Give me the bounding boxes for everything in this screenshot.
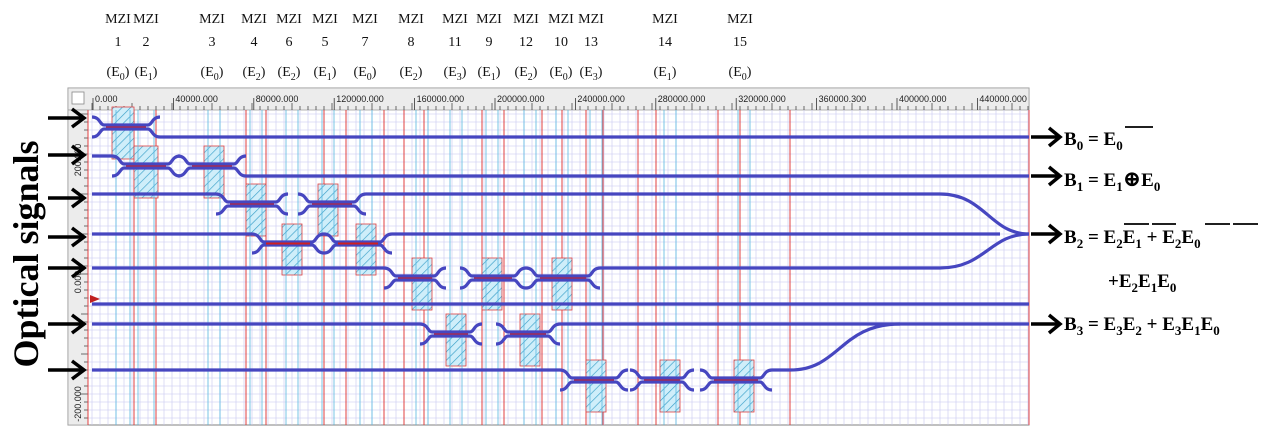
electrode-block <box>204 146 224 198</box>
mzi-control-signal: (E3) <box>580 65 603 83</box>
mzi-label-7: MZI 7 (E0) <box>352 12 378 83</box>
output-arrows <box>1031 128 1060 333</box>
output-b0: B0 = E0 <box>1064 129 1123 153</box>
mzi-number: 7 <box>362 35 369 50</box>
mzi-control-signal: (E1) <box>135 65 158 83</box>
mzi-number: 3 <box>209 35 216 50</box>
mzi-name: MZI <box>352 12 378 27</box>
mzi-control-signal: (E2) <box>278 65 301 83</box>
mzi-control-signal: (E1) <box>654 65 677 83</box>
mzi-name: MZI <box>276 12 302 27</box>
mzi-name: MZI <box>727 12 753 27</box>
mzi-control-signal: (E2) <box>515 65 538 83</box>
mzi-label-14: MZI 14 (E1) <box>652 12 678 83</box>
electrode-block <box>520 314 540 366</box>
x-tick-label: 120000.000 <box>336 94 384 104</box>
y-tick-label: -200.000 <box>73 386 83 422</box>
corner-checkbox[interactable] <box>72 92 84 104</box>
mzi-number: 8 <box>408 35 415 50</box>
mzi-name: MZI <box>398 12 424 27</box>
mzi-control-signal: (E0) <box>729 65 752 83</box>
mzi-label-13: MZI 13 (E3) <box>578 12 604 83</box>
mzi-number: 12 <box>519 35 533 50</box>
electrode-block <box>482 258 502 310</box>
electrode-block <box>660 360 680 412</box>
x-tick-label: 360000.300 <box>819 94 867 104</box>
mzi-name: MZI <box>105 12 131 27</box>
mzi-name: MZI <box>578 12 604 27</box>
output-b1: B1 = E1⊕E0 <box>1064 166 1160 194</box>
electrode-block <box>318 184 338 236</box>
x-tick-label: 280000.000 <box>658 94 706 104</box>
mzi-label-15: MZI 15 (E0) <box>727 12 753 83</box>
mzi-name: MZI <box>312 12 338 27</box>
mzi-name: MZI <box>442 12 468 27</box>
mzi-name: MZI <box>241 12 267 27</box>
side-label: Optical signals <box>6 140 46 367</box>
electrode-block <box>246 184 266 236</box>
x-tick-label: 440000.000 <box>979 94 1027 104</box>
mzi-number: 9 <box>486 35 493 50</box>
mzi-label-6: MZI 6 (E2) <box>276 12 302 83</box>
output-b3: B3 = E3E2 + E3E1E0 <box>1064 314 1220 338</box>
mzi-name: MZI <box>133 12 159 27</box>
mzi-label-8: MZI 8 (E2) <box>398 12 424 83</box>
output-b2-cont: +E2E1E0 <box>1108 271 1176 295</box>
mzi-number: 6 <box>286 35 293 50</box>
x-tick-label: 200000.000 <box>497 94 545 104</box>
layout-canvas: 0.000 40000.000 80000.000 120000.000 160000.… <box>68 88 1029 425</box>
electrode-block <box>412 258 432 310</box>
mzi-number: 10 <box>554 35 568 50</box>
mzi-name: MZI <box>652 12 678 27</box>
electrode-block <box>586 360 606 412</box>
mzi-number: 14 <box>658 35 672 50</box>
mzi-label-4: MZI 4 (E2) <box>241 12 267 83</box>
mzi-name: MZI <box>199 12 225 27</box>
mzi-control-signal: (E1) <box>314 65 337 83</box>
mzi-label-12: MZI 12 (E2) <box>513 12 539 83</box>
x-tick-label: 0.000 <box>95 94 118 104</box>
mzi-number: 13 <box>584 35 598 50</box>
x-tick-label: 240000.000 <box>577 94 625 104</box>
mzi-number: 1 <box>115 35 122 50</box>
electrode-block <box>552 258 572 310</box>
mzi-control-signal: (E0) <box>354 65 377 83</box>
mzi-label-2: MZI 2 (E1) <box>133 12 159 83</box>
mzi-number: 15 <box>733 35 747 50</box>
mzi-number: 4 <box>251 35 258 50</box>
mzi-label-9: MZI 9 (E1) <box>476 12 502 83</box>
x-tick-label: 160000.000 <box>417 94 465 104</box>
electrode-block <box>446 314 466 366</box>
mzi-control-signal: (E1) <box>478 65 501 83</box>
mzi-number: 11 <box>448 35 461 50</box>
mzi-label-10: MZI 10 (E0) <box>548 12 574 83</box>
electrode-block <box>112 107 134 159</box>
mzi-label-3: MZI 3 (E0) <box>199 12 225 83</box>
mzi-label-1: MZI 1 (E0) <box>105 12 131 83</box>
mzi-control-signal: (E0) <box>550 65 573 83</box>
mzi-name: MZI <box>476 12 502 27</box>
mzi-number: 5 <box>322 35 329 50</box>
x-tick-label: 80000.000 <box>256 94 299 104</box>
mzi-control-signal: (E0) <box>107 65 130 83</box>
mzi-control-signal: (E3) <box>444 65 467 83</box>
electrode-block <box>734 360 754 412</box>
x-tick-label: 400000.000 <box>899 94 947 104</box>
mzi-labels: MZI 1 (E0) MZI 2 (E1) MZI 3 (E0) MZI 4 (E2) MZI 6 (E2)… <box>105 12 753 83</box>
mzi-control-signal: (E0) <box>201 65 224 83</box>
mzi-control-signal: (E2) <box>243 65 266 83</box>
mzi-control-signal: (E2) <box>400 65 423 83</box>
mzi-label-11: MZI 11 (E3) <box>442 12 468 83</box>
mzi-name: MZI <box>513 12 539 27</box>
output-equations: B0 = E0 B1 = E1⊕E0 B2 = E2E1 + E2E0 +E2E… <box>1064 127 1258 338</box>
output-b2: B2 = E2E1 + E2E0 <box>1064 227 1201 251</box>
x-tick-label: 320000.000 <box>738 94 786 104</box>
x-tick-label: 40000.000 <box>175 94 218 104</box>
mzi-number: 2 <box>143 35 150 50</box>
mzi-label-5: MZI 5 (E1) <box>312 12 338 83</box>
mzi-name: MZI <box>548 12 574 27</box>
